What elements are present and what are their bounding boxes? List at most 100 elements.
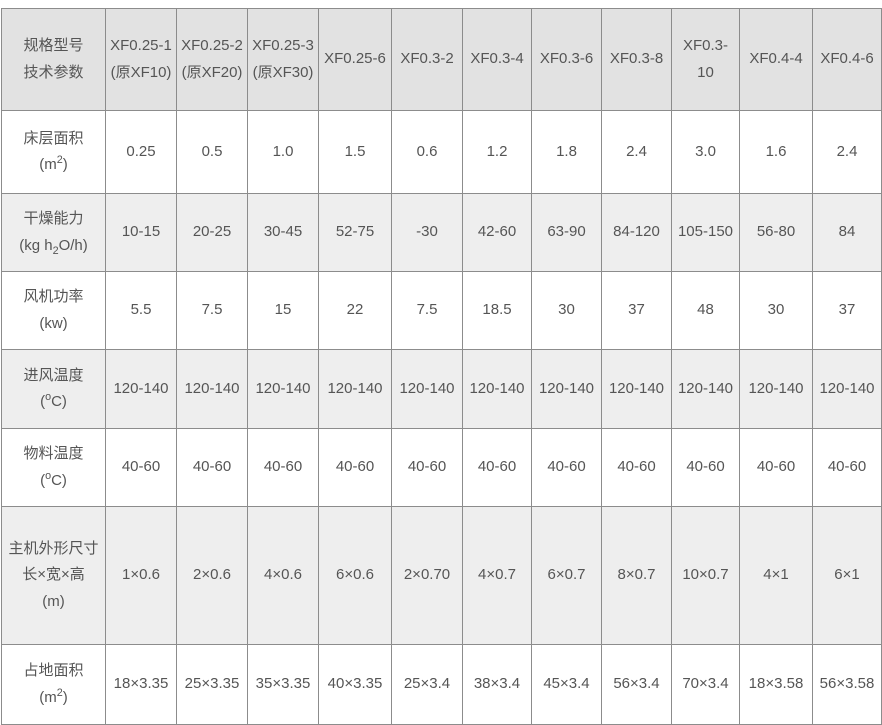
row-label-line: (oC) xyxy=(40,391,67,410)
cell-inlet-air-temperature-XF0.25-2: 120-140 xyxy=(176,349,248,429)
column-header-10: XF0.4-6 xyxy=(812,8,882,111)
table-body: 床层面积 (m2) 0.25 0.5 1.0 1.5 0.6 1.2 1.8 2.4 3.0 1.6 2… xyxy=(1,110,882,725)
column-model-8: XF0.3-10 xyxy=(682,37,728,81)
row-label-inlet-air-temperature: 进风温度 (oC) xyxy=(1,349,106,429)
table-row: 干燥能力 (kg h2O/h) 10-15 20-25 30-45 52-75 -30 42-… xyxy=(1,193,882,272)
cell-drying-capacity-XF0.25-6: 52-75 xyxy=(318,193,392,272)
cell-drying-capacity-XF0.3-10: 105-150 xyxy=(671,193,740,272)
column-header-1: XF0.25-2 (原XF20) xyxy=(176,8,248,111)
cell-inlet-air-temperature-XF0.3-2: 120-140 xyxy=(391,349,463,429)
row-label-line: 占地面积 xyxy=(23,662,84,680)
cell-inlet-air-temperature-XF0.3-6: 120-140 xyxy=(531,349,602,429)
cell-material-temperature-XF0.3-10: 40-60 xyxy=(671,428,740,507)
cell-inlet-air-temperature-XF0.25-3: 120-140 xyxy=(247,349,319,429)
cell-material-temperature-XF0.3-8: 40-60 xyxy=(601,428,672,507)
cell-floor-area-XF0.3-8: 56×3.4 xyxy=(601,644,672,725)
column-header-2: XF0.25-3 (原XF30) xyxy=(247,8,319,111)
cell-main-unit-dimensions-XF0.25-6: 6×0.6 xyxy=(318,506,392,645)
row-label-material-temperature: 物料温度 (oC) xyxy=(1,428,106,507)
cell-material-temperature-XF0.4-6: 40-60 xyxy=(812,428,882,507)
corner-line-model: 规格型号 xyxy=(23,37,84,55)
cell-fan-power-XF0.4-4: 30 xyxy=(739,271,813,350)
column-model-2: XF0.25-3 xyxy=(252,37,314,55)
row-label-main-unit-dimensions: 主机外形尺寸 长×宽×高 (m) xyxy=(1,506,106,645)
column-header-3: XF0.25-6 xyxy=(318,8,392,111)
cell-material-temperature-XF0.3-2: 40-60 xyxy=(391,428,463,507)
cell-material-temperature-XF0.3-4: 40-60 xyxy=(462,428,532,507)
cell-floor-area-XF0.25-6: 40×3.35 xyxy=(318,644,392,725)
cell-drying-capacity-XF0.4-6: 84 xyxy=(812,193,882,272)
table-header: 规格型号 技术参数 XF0.25-1 (原XF10) XF0.25-2 (原XF… xyxy=(1,8,882,111)
column-model-10: XF0.4-6 xyxy=(820,50,874,68)
cell-fan-power-XF0.3-6: 30 xyxy=(531,271,602,350)
cell-drying-capacity-XF0.3-4: 42-60 xyxy=(462,193,532,272)
header-row: 规格型号 技术参数 XF0.25-1 (原XF10) XF0.25-2 (原XF… xyxy=(1,8,882,111)
column-header-5: XF0.3-4 xyxy=(462,8,532,111)
column-header-7: XF0.3-8 xyxy=(601,8,672,111)
cell-material-temperature-XF0.3-6: 40-60 xyxy=(531,428,602,507)
cell-bed-area-XF0.3-4: 1.2 xyxy=(462,110,532,194)
row-label-bed-area: 床层面积 (m2) xyxy=(1,110,106,194)
column-model-5: XF0.3-4 xyxy=(470,50,524,68)
table-row: 床层面积 (m2) 0.25 0.5 1.0 1.5 0.6 1.2 1.8 2.4 3.0 1.6 2… xyxy=(1,110,882,194)
cell-material-temperature-XF0.25-6: 40-60 xyxy=(318,428,392,507)
cell-inlet-air-temperature-XF0.3-4: 120-140 xyxy=(462,349,532,429)
cell-main-unit-dimensions-XF0.3-10: 10×0.7 xyxy=(671,506,740,645)
cell-main-unit-dimensions-XF0.25-3: 4×0.6 xyxy=(247,506,319,645)
cell-drying-capacity-XF0.25-3: 30-45 xyxy=(247,193,319,272)
cell-floor-area-XF0.25-1: 18×3.35 xyxy=(105,644,177,725)
row-label-line: 干燥能力 xyxy=(23,210,84,228)
cell-inlet-air-temperature-XF0.4-6: 120-140 xyxy=(812,349,882,429)
cell-drying-capacity-XF0.3-2: -30 xyxy=(391,193,463,272)
cell-bed-area-XF0.25-6: 1.5 xyxy=(318,110,392,194)
cell-bed-area-XF0.3-8: 2.4 xyxy=(601,110,672,194)
row-label-line: (oC) xyxy=(40,469,67,489)
column-header-6: XF0.3-6 xyxy=(531,8,602,111)
cell-floor-area-XF0.3-10: 70×3.4 xyxy=(671,644,740,725)
row-label-line: (m2) xyxy=(39,154,68,173)
cell-main-unit-dimensions-XF0.25-2: 2×0.6 xyxy=(176,506,248,645)
table-row: 主机外形尺寸 长×宽×高 (m) 1×0.6 2×0.6 4×0.6 6×0.6 2×0.70… xyxy=(1,506,882,645)
row-label-line: (m2) xyxy=(39,686,68,706)
column-alias-1: (原XF20) xyxy=(181,63,243,81)
cell-main-unit-dimensions-XF0.3-4: 4×0.7 xyxy=(462,506,532,645)
cell-fan-power-XF0.25-3: 15 xyxy=(247,271,319,350)
cell-material-temperature-XF0.25-3: 40-60 xyxy=(247,428,319,507)
cell-floor-area-XF0.25-2: 25×3.35 xyxy=(176,644,248,725)
cell-drying-capacity-XF0.25-2: 20-25 xyxy=(176,193,248,272)
column-header-8: XF0.3-10 xyxy=(671,8,740,111)
cell-inlet-air-temperature-XF0.25-1: 120-140 xyxy=(105,349,177,429)
cell-fan-power-XF0.3-8: 37 xyxy=(601,271,672,350)
column-model-0: XF0.25-1 xyxy=(110,37,172,55)
row-label-line: 物料温度 xyxy=(23,445,84,463)
cell-fan-power-XF0.25-6: 22 xyxy=(318,271,392,350)
column-alias-0: (原XF10) xyxy=(110,63,172,81)
cell-inlet-air-temperature-XF0.4-4: 120-140 xyxy=(739,349,813,429)
cell-fan-power-XF0.25-2: 7.5 xyxy=(176,271,248,350)
cell-fan-power-XF0.25-1: 5.5 xyxy=(105,271,177,350)
cell-material-temperature-XF0.4-4: 40-60 xyxy=(739,428,813,507)
cell-main-unit-dimensions-XF0.3-2: 2×0.70 xyxy=(391,506,463,645)
cell-fan-power-XF0.3-10: 48 xyxy=(671,271,740,350)
table-corner-header: 规格型号 技术参数 xyxy=(1,8,106,111)
cell-main-unit-dimensions-XF0.4-6: 6×1 xyxy=(812,506,882,645)
cell-bed-area-XF0.3-6: 1.8 xyxy=(531,110,602,194)
table-row: 占地面积 (m2) 18×3.35 25×3.35 35×3.35 40×3.35 25×3… xyxy=(1,644,882,725)
row-label-line: 风机功率 xyxy=(23,288,84,306)
cell-floor-area-XF0.3-6: 45×3.4 xyxy=(531,644,602,725)
table-row: 风机功率 (kw) 5.5 7.5 15 22 7.5 18.5 30 37 48 30 37 xyxy=(1,271,882,350)
cell-fan-power-XF0.4-6: 37 xyxy=(812,271,882,350)
cell-main-unit-dimensions-XF0.3-8: 8×0.7 xyxy=(601,506,672,645)
corner-line-parameter: 技术参数 xyxy=(23,63,84,81)
cell-inlet-air-temperature-XF0.3-10: 120-140 xyxy=(671,349,740,429)
cell-drying-capacity-XF0.3-8: 84-120 xyxy=(601,193,672,272)
cell-floor-area-XF0.3-2: 25×3.4 xyxy=(391,644,463,725)
cell-main-unit-dimensions-XF0.3-6: 6×0.7 xyxy=(531,506,602,645)
cell-material-temperature-XF0.25-1: 40-60 xyxy=(105,428,177,507)
column-model-1: XF0.25-2 xyxy=(181,37,243,55)
row-label-line: (kg h2O/h) xyxy=(19,236,88,257)
row-label-line: 主机外形尺寸 xyxy=(8,540,99,558)
cell-bed-area-XF0.4-4: 1.6 xyxy=(739,110,813,194)
column-alias-2: (原XF30) xyxy=(252,63,314,81)
column-model-4: XF0.3-2 xyxy=(400,50,454,68)
